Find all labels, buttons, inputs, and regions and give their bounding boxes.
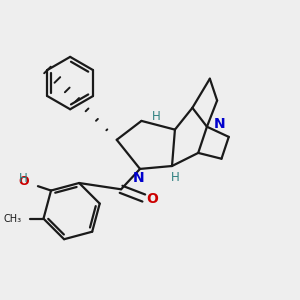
Text: H: H <box>152 110 160 123</box>
Text: O: O <box>147 193 159 206</box>
Text: O: O <box>19 175 29 188</box>
Text: CH₃: CH₃ <box>4 214 22 224</box>
Text: N: N <box>133 171 144 185</box>
Text: H: H <box>170 171 179 184</box>
Text: N: N <box>213 117 225 131</box>
Text: H: H <box>19 172 28 184</box>
